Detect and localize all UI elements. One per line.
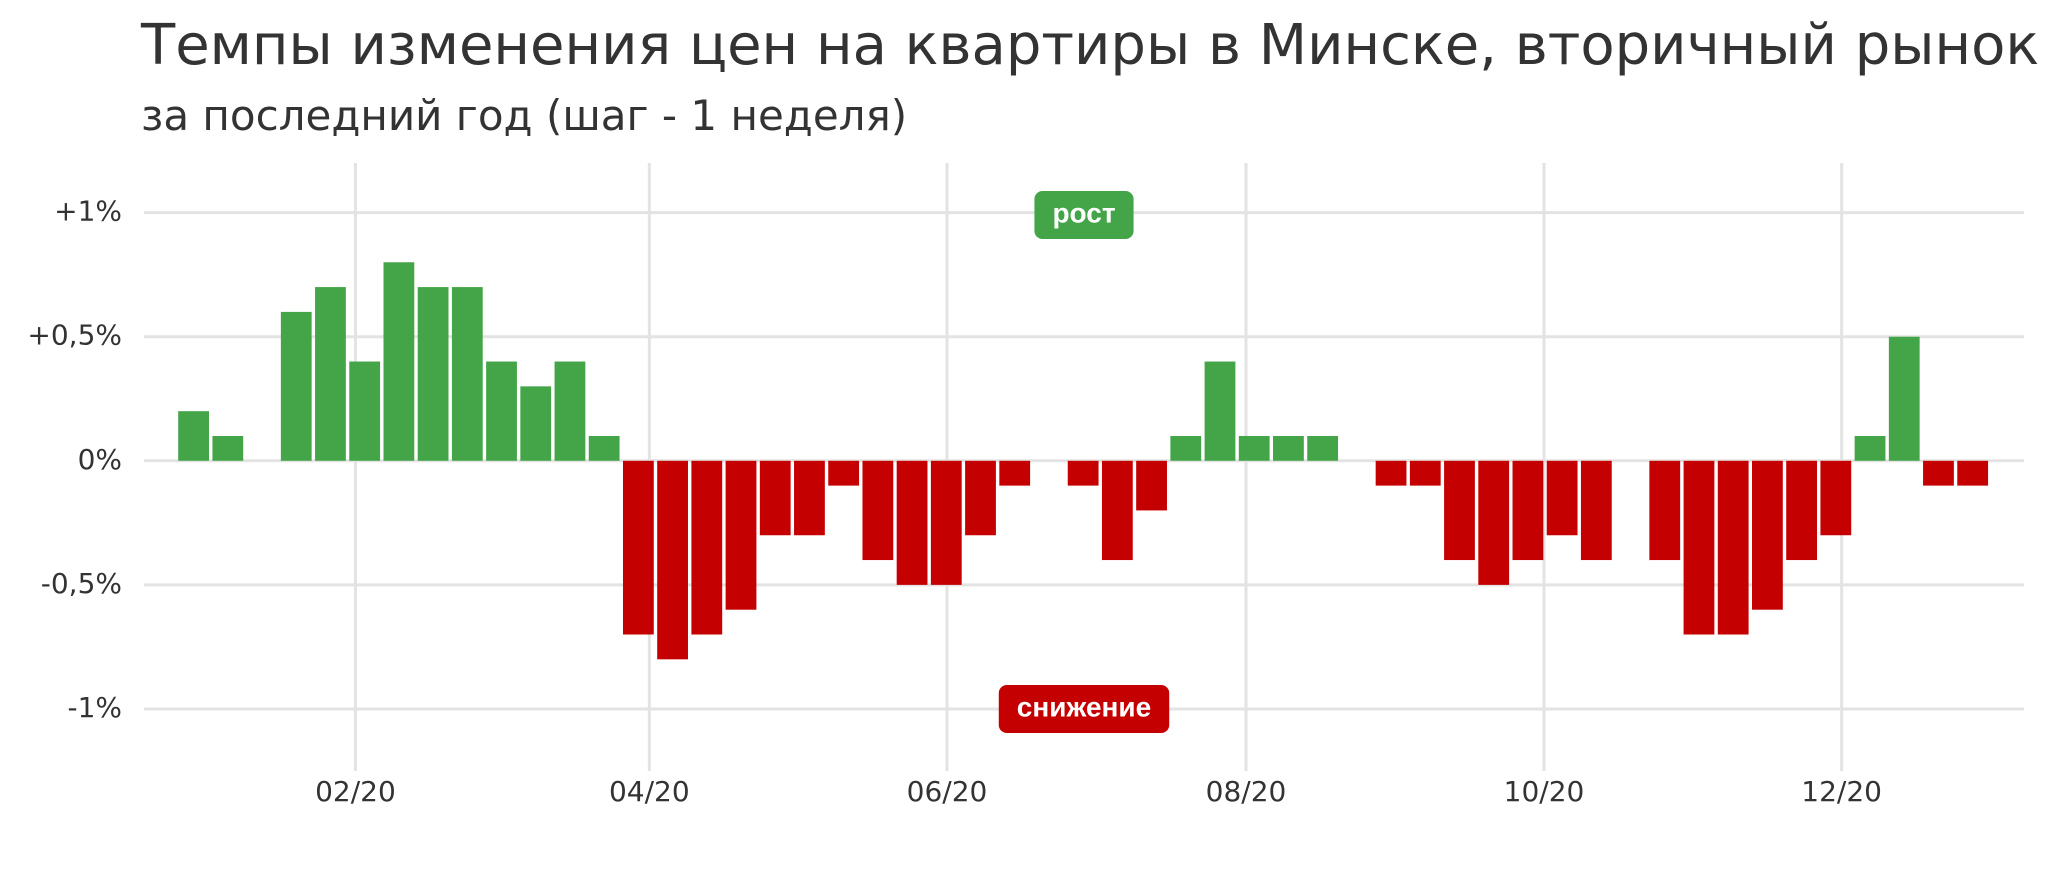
bar	[520, 386, 552, 461]
bar	[896, 460, 928, 585]
bar	[1067, 460, 1099, 486]
bar	[1444, 460, 1475, 561]
bar	[1717, 460, 1749, 635]
x-tick-label: 08/20	[1206, 775, 1287, 808]
y-tick-label: +1%	[54, 195, 122, 228]
bar	[280, 311, 312, 461]
bar	[1273, 435, 1304, 461]
bar	[1923, 460, 1954, 486]
bar	[1375, 460, 1407, 486]
bar	[178, 411, 210, 461]
bar	[1786, 460, 1818, 561]
y-tick-label: -0,5%	[41, 567, 122, 600]
y-tick-label: -1%	[67, 691, 122, 724]
bar	[349, 361, 381, 461]
bar	[315, 287, 346, 461]
bar	[1238, 435, 1270, 461]
bar	[1752, 460, 1783, 610]
bar	[965, 460, 996, 536]
annotation: рост	[1052, 197, 1115, 228]
annotation-box	[998, 685, 1170, 733]
y-tick-label: 0%	[78, 443, 122, 476]
bar	[794, 460, 825, 536]
bar	[1854, 435, 1886, 461]
bar	[1478, 460, 1510, 585]
bar	[1136, 460, 1167, 511]
bar	[554, 361, 586, 461]
x-tick-label: 04/20	[609, 775, 690, 808]
bar	[1957, 460, 1989, 486]
bar	[691, 460, 723, 635]
bar	[930, 460, 962, 585]
bar	[1649, 460, 1681, 561]
bar	[1204, 361, 1236, 461]
bar	[1580, 460, 1612, 561]
bar	[451, 287, 483, 461]
x-tick-label: 06/20	[907, 775, 988, 808]
bar	[1170, 435, 1202, 461]
bar	[417, 287, 449, 461]
annotation-box	[1034, 191, 1134, 239]
bar	[1512, 460, 1544, 561]
bar	[725, 460, 757, 610]
bar	[622, 460, 654, 635]
bar	[759, 460, 791, 536]
bar	[828, 460, 860, 486]
bar	[1409, 460, 1441, 486]
bar	[1546, 460, 1578, 536]
bar	[212, 435, 244, 461]
chart-title: Темпы изменения цен на квартиры в Минске…	[140, 13, 2039, 78]
bar	[1820, 460, 1852, 536]
annotation: снижение	[1017, 691, 1151, 722]
x-tick-label: 12/20	[1801, 775, 1882, 808]
bar	[999, 460, 1031, 486]
y-tick-label: +0,5%	[27, 319, 122, 352]
x-tick-label: 02/20	[315, 775, 396, 808]
chart-subtitle: за последний год (шаг - 1 неделя)	[141, 91, 907, 140]
bar	[657, 460, 688, 660]
bar	[1101, 460, 1133, 561]
bar	[486, 361, 517, 461]
bar	[1683, 460, 1715, 635]
bar	[1307, 435, 1339, 461]
bar	[383, 262, 415, 461]
bar	[862, 460, 894, 561]
bar	[588, 435, 620, 461]
bar	[1888, 336, 1920, 461]
x-tick-label: 10/20	[1504, 775, 1585, 808]
